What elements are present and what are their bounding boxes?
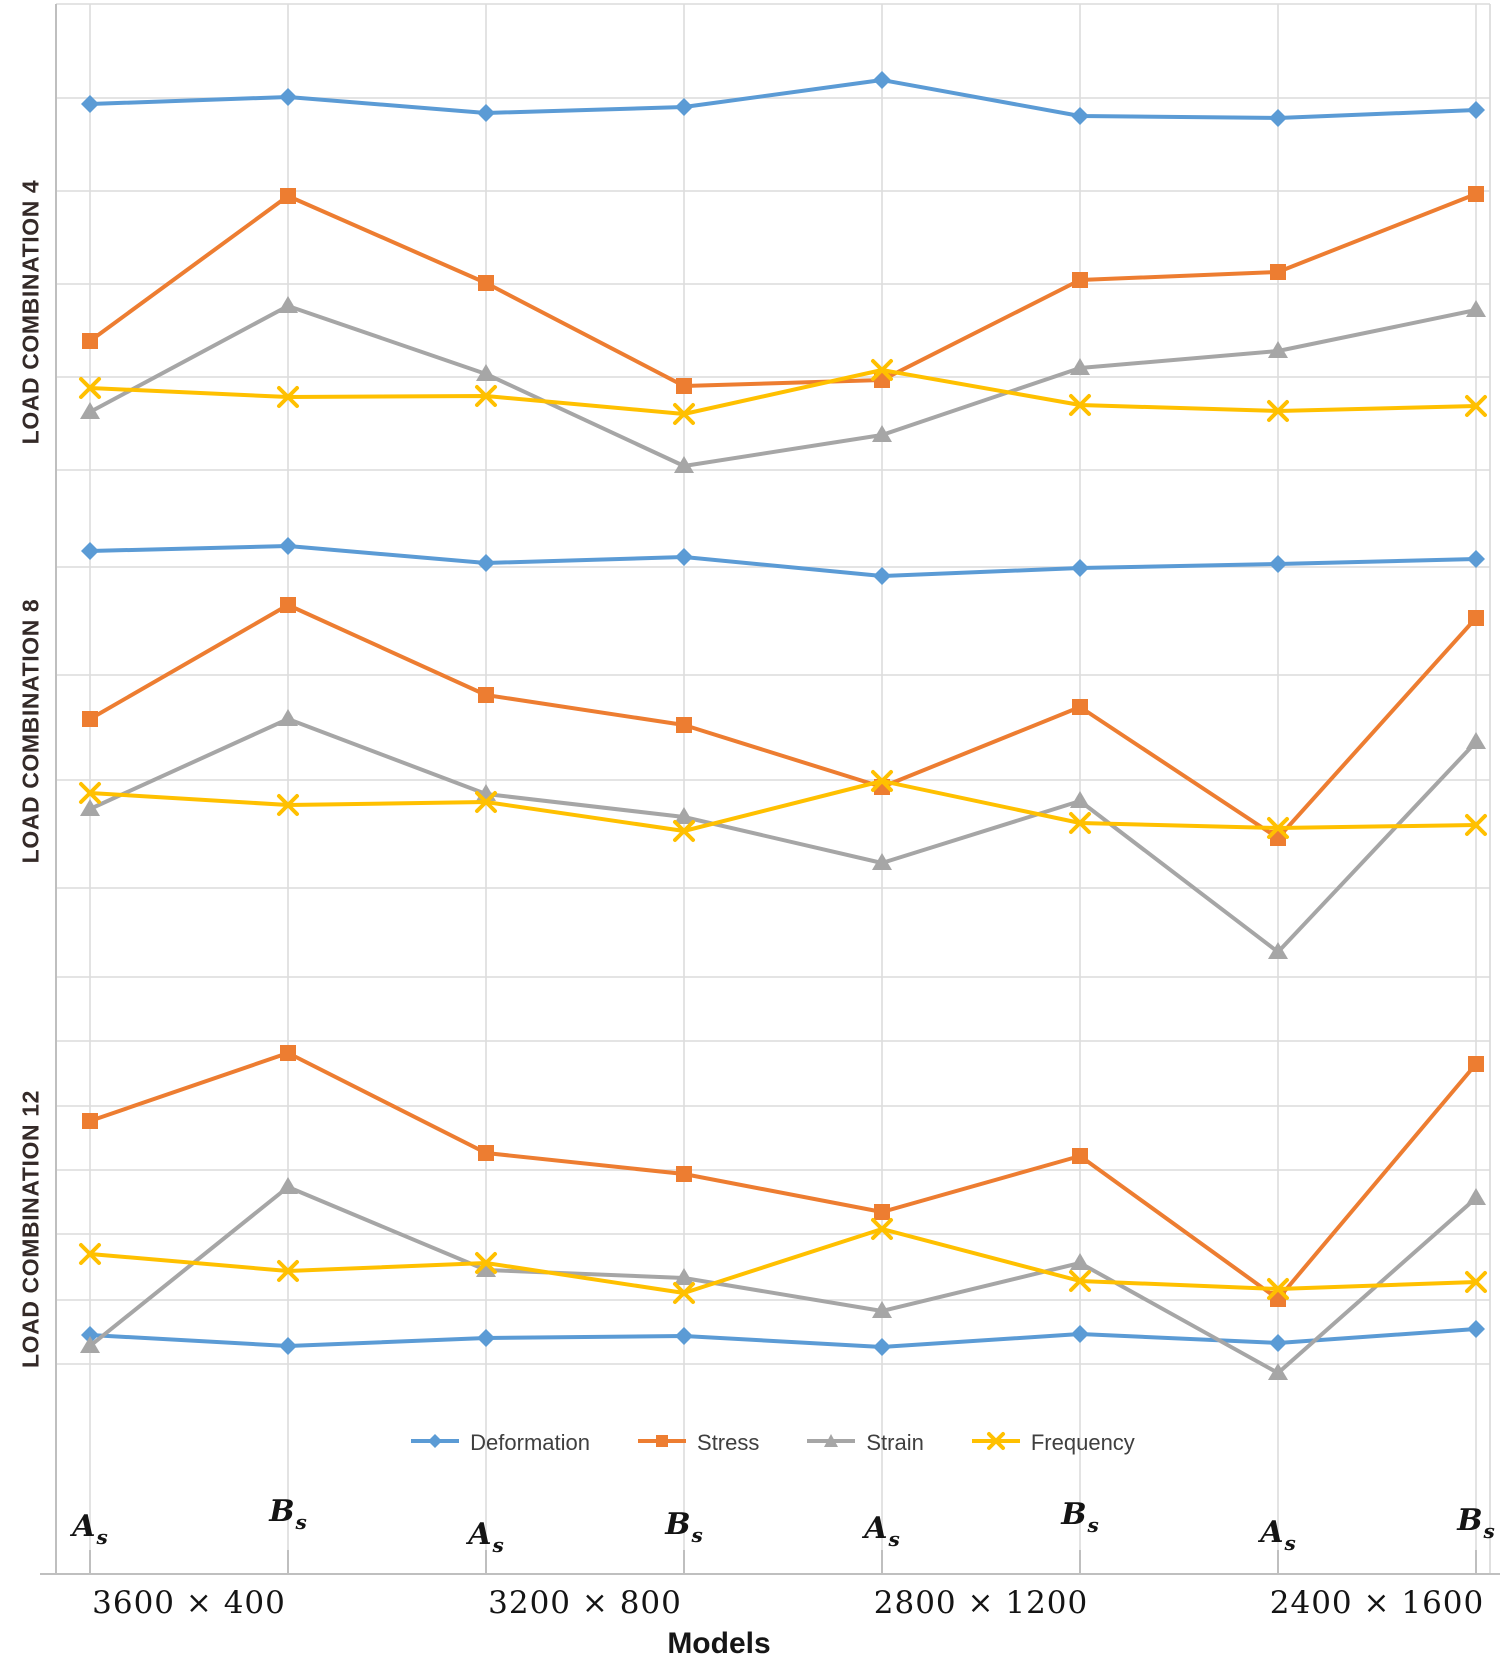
legend-item-frequency: Frequency [970, 1430, 1135, 1456]
x-tick-label-as-4: As [1260, 1515, 1296, 1555]
legend-item-strain: Strain [805, 1430, 924, 1456]
diamond-marker-glyph [411, 1433, 460, 1448]
series-strain-panel-1 [80, 296, 1486, 473]
series-stress-panel-1 [82, 186, 1484, 394]
square-marker-glyph [638, 1434, 687, 1447]
x-tick-label-bs-4: Bs [1457, 1503, 1495, 1543]
stress-line-marker-icon [636, 1431, 688, 1456]
x-tick-label-as-1: As [72, 1509, 108, 1549]
series-deformation-panel-2 [81, 537, 1485, 585]
axes [40, 4, 1500, 1575]
x-group-label-3200x800: 3200 × 800 [488, 1585, 682, 1621]
legend-item-deformation: Deformation [409, 1430, 590, 1456]
x-group-label-2400x1600: 2400 × 1600 [1269, 1585, 1485, 1621]
series-deformation-panel-1 [81, 71, 1485, 127]
legend-item-stress: Stress [636, 1430, 759, 1456]
series-frequency-panel-1 [79, 359, 1487, 425]
panel-label-load-combination-8: LOAD COMBINATION 8 [17, 598, 44, 864]
legend-label-deformation: Deformation [470, 1430, 591, 1455]
strain-line-marker-icon [805, 1431, 857, 1456]
legend-label-stress: Stress [697, 1430, 760, 1455]
gridlines [56, 3, 1491, 1574]
series-deformation-panel-3 [81, 1320, 1485, 1356]
x-axis-title: Models [667, 1627, 771, 1660]
panel-label-load-combination-4: LOAD COMBINATION 4 [17, 179, 44, 445]
series-frequency-panel-3 [79, 1218, 1487, 1304]
x-marker-glyph [971, 1431, 1020, 1450]
triangle-marker-glyph [807, 1433, 856, 1447]
x-tick-label-bs-1: Bs [269, 1494, 307, 1534]
series-strain-panel-3 [80, 1177, 1486, 1380]
panel-label-load-combination-12: LOAD COMBINATION 12 [17, 1089, 44, 1369]
frequency-line-marker-icon [970, 1431, 1022, 1456]
legend-label-frequency: Frequency [1030, 1430, 1135, 1455]
series-strain-panel-2 [80, 709, 1486, 959]
legend-label-strain: Strain [866, 1430, 924, 1455]
deformation-line-marker-icon [409, 1431, 461, 1456]
series-stress-panel-3 [82, 1045, 1484, 1307]
legend: Deformation Stress Strain Frequency [54, 1430, 1490, 1456]
series-frequency-panel-2 [79, 770, 1487, 842]
x-group-label-2800x1200: 2800 × 1200 [873, 1585, 1089, 1621]
x-tick-label-as-2: As [468, 1517, 504, 1557]
x-group-label-3600x400: 3600 × 400 [92, 1585, 286, 1621]
x-tick-label-bs-2: Bs [665, 1507, 703, 1547]
x-tick-label-bs-3: Bs [1061, 1497, 1099, 1537]
x-tick-label-as-3: As [864, 1511, 900, 1551]
